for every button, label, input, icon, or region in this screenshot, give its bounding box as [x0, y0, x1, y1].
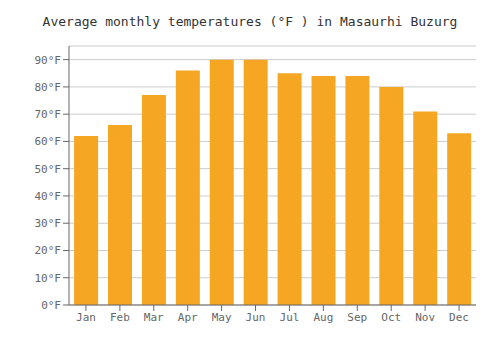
svg-text:Jan: Jan [76, 311, 96, 324]
html-text:Average monthly temperatures (: Average monthly temperatures (°F ) in Ma… [42, 14, 458, 29]
svg-text:80°F: 80°F [35, 81, 62, 94]
svg-text:Jun: Jun [246, 311, 266, 324]
svg-text:Mar: Mar [144, 311, 164, 324]
svg-text:0°F: 0°F [41, 299, 61, 312]
svg-text:Nov: Nov [415, 311, 435, 324]
svg-text:60°F: 60°F [35, 135, 62, 148]
svg-text:40°F: 40°F [35, 190, 62, 203]
svg-text:20°F: 20°F [35, 244, 62, 257]
svg-text:90°F: 90°F [35, 54, 62, 67]
svg-text:Jul: Jul [280, 311, 300, 324]
svg-text:Feb: Feb [110, 311, 130, 324]
svg-text:30°F: 30°F [35, 217, 62, 230]
svg-text:10°F: 10°F [35, 272, 62, 285]
svg-text:Dec: Dec [449, 311, 469, 324]
svg-text:Aug: Aug [313, 311, 333, 324]
svg-text:70°F: 70°F [35, 108, 62, 121]
svg-text:50°F: 50°F [35, 163, 62, 176]
svg-text:May: May [212, 311, 232, 324]
svg-text:Apr: Apr [178, 311, 198, 324]
svg-text:Sep: Sep [347, 311, 367, 324]
svg-text:Oct: Oct [381, 311, 401, 324]
